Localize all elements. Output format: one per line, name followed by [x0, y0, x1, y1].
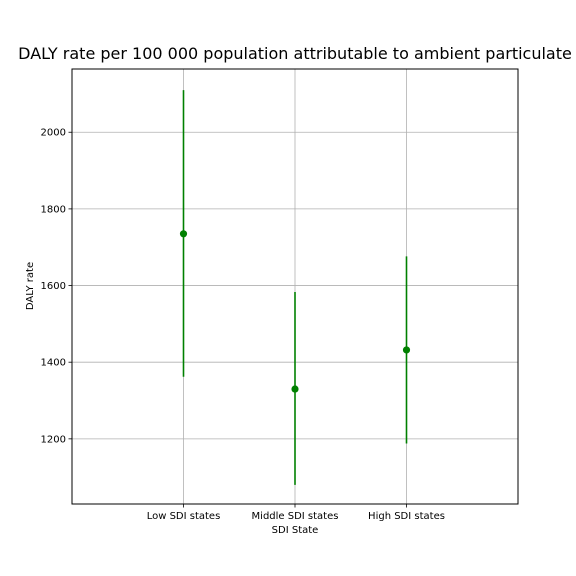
data-point: [402, 346, 411, 354]
x-tick-label: Low SDI states: [147, 511, 221, 522]
data-point: [291, 385, 299, 393]
chart-title: DALY rate per 100 000 population attribu…: [18, 44, 572, 63]
y-tick-label: 1600: [41, 281, 66, 292]
x-tick-label: High SDI states: [368, 511, 445, 522]
y-tick-label: 1400: [41, 358, 66, 369]
y-tick-label: 1200: [41, 434, 66, 445]
x-axis-label: SDI State: [272, 525, 319, 536]
y-tick-label: 2000: [41, 128, 66, 139]
x-axis-ticks: Low SDI states Middle SDI states High SDI …: [147, 504, 445, 522]
y-axis-label: DALY rate: [25, 262, 36, 310]
y-axis-ticks: 1200 1400 1600 1800 2000: [41, 128, 72, 445]
data-point: [179, 230, 188, 238]
y-tick-label: 1800: [41, 204, 66, 215]
data-marks: [179, 90, 411, 485]
x-tick-label: Middle SDI states: [252, 511, 339, 522]
